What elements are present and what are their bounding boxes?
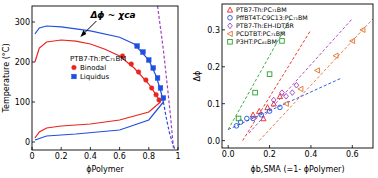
point (290, 90, 295, 96)
plot-area (228, 19, 373, 141)
legend-label: PffBT4T-C9C13:PC₇₁BM (236, 14, 308, 21)
fit-line (228, 19, 290, 130)
legend-marker (228, 23, 233, 29)
x-tick-label: 0.0 (222, 150, 235, 159)
y-tick-label: 0.3 (207, 26, 220, 35)
y-tick-label: 0.2 (207, 63, 220, 72)
frame (32, 6, 178, 150)
point (251, 116, 256, 121)
point (277, 94, 282, 99)
arrow-head (80, 30, 86, 37)
legend-marker (228, 15, 233, 20)
y-axis-label: Temperature (°C) (2, 43, 11, 113)
y-tick-label: 100 (15, 98, 30, 107)
chart-0: 0 0.2 0.4 0.6 0.8 1 0 100 200 300 ϕPolymer Temperat… (2, 6, 181, 174)
chart-1: 0.0 0.2 0.4 0.6 0.0 0.1 0.2 0.3 ϕb,SMA (=1- ϕPol… (193, 4, 373, 174)
point (158, 86, 163, 91)
y-tick-label: 0.0 (207, 137, 220, 146)
frame (222, 4, 373, 148)
point (155, 76, 160, 81)
x-tick-label: 0.4 (305, 150, 318, 159)
x-tick-label: 0.6 (346, 150, 359, 159)
point (236, 116, 241, 121)
point (283, 101, 288, 106)
legend: PTB7-Th:PC₇₁BMPffBT4T-C9C13:PC₇₁BMPTB7-T… (227, 6, 307, 45)
line (35, 102, 163, 140)
x-axis-label: ϕPolymer (86, 165, 124, 174)
point (149, 86, 154, 91)
line (35, 26, 163, 102)
point (147, 58, 152, 63)
fit-line (228, 78, 342, 130)
point (129, 62, 134, 67)
x-tick-label: 0 (29, 152, 34, 161)
point (284, 94, 289, 100)
legend-marker (227, 7, 232, 12)
y-tick-label: 200 (15, 58, 30, 67)
legend-marker (227, 31, 232, 36)
point (161, 96, 166, 101)
legend-marker (228, 40, 233, 45)
point (136, 70, 141, 75)
x-tick-label: 0.6 (113, 152, 126, 161)
annotation: Δϕ ~ χca (89, 10, 135, 20)
legend-marker (72, 74, 77, 79)
point (333, 53, 338, 58)
point (259, 112, 264, 117)
point (135, 44, 140, 49)
plot-area (35, 6, 175, 150)
x-tick-label: 1 (175, 152, 180, 161)
point (360, 27, 365, 32)
x-tick-label: 0.2 (55, 152, 68, 161)
y-tick-label: 300 (15, 18, 30, 27)
y-tick-label: 0.1 (207, 100, 220, 109)
x-tick-label: 0.8 (142, 152, 155, 161)
legend-label: PTB7-Th:PC₇₁BM (236, 6, 287, 13)
point (280, 90, 285, 96)
x-tick-label: 0.2 (263, 150, 276, 159)
point (154, 93, 159, 98)
legend: PTB7-Th:PC₇₁BMBinodalLiquidus (70, 55, 126, 81)
point (280, 39, 285, 44)
legend-label: PTB7-Th:EH-IDTBR (236, 22, 294, 29)
line (35, 40, 161, 102)
point (144, 78, 149, 83)
point (314, 68, 319, 73)
figure: 0 0.2 0.4 0.6 0.8 1 0 100 200 300 ϕPolymer Temperat… (0, 0, 378, 178)
legend-label: Binodal (80, 64, 106, 72)
point (141, 50, 146, 55)
point (294, 82, 299, 88)
point (271, 97, 276, 103)
point (267, 72, 272, 77)
point (298, 86, 303, 91)
point (278, 105, 283, 110)
x-tick-label: 0.4 (84, 152, 97, 161)
point (267, 109, 272, 114)
point (350, 38, 355, 43)
legend-label: P3HT:PC₆₁BM (236, 38, 277, 45)
x-axis-label: ϕb,SMA (=1- ϕPolymer) (250, 165, 344, 174)
legend-label: PCDTBT:PC₇₁BM (236, 30, 285, 37)
legend-label: Liquidus (80, 73, 110, 81)
y-tick-label: 0 (25, 138, 30, 147)
point (245, 116, 250, 121)
legend-marker (72, 65, 77, 70)
point (234, 124, 239, 129)
legend-title: PTB7-Th:PC₇₁BM (70, 55, 126, 63)
point (151, 66, 156, 71)
point (253, 90, 258, 95)
point (157, 98, 162, 103)
y-axis-label: Δϕ (193, 71, 202, 82)
